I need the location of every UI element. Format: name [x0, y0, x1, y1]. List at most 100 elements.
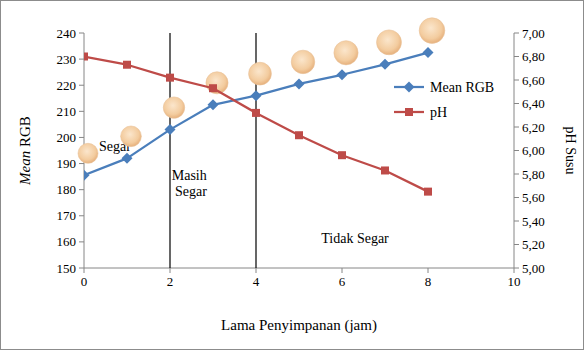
marker-diamond [337, 69, 348, 80]
milk-sample-photo [334, 41, 358, 65]
x-tick [170, 268, 171, 273]
chart-frame [1, 1, 584, 350]
y2-tick [514, 268, 519, 269]
marker-diamond [208, 99, 219, 110]
series-line [84, 53, 428, 176]
marker-square [166, 74, 174, 82]
y2-tick [514, 33, 519, 34]
x-axis-line [84, 268, 514, 269]
legend-label: Mean RGB [430, 80, 494, 95]
y-tick-label: 240 [57, 26, 77, 41]
y-tick-label: 230 [57, 52, 77, 67]
marker-diamond [380, 59, 391, 70]
zone-annotation: Tidak Segar [321, 231, 389, 246]
y-tick-label: 150 [57, 261, 77, 276]
y-tick [79, 268, 84, 269]
marker-square [424, 188, 432, 196]
y2-tick [514, 103, 519, 104]
y2-tick [514, 127, 519, 128]
series-line [84, 57, 428, 192]
milk-sample-photo [291, 50, 315, 74]
chart: 1501601701801902002102202302405,005,205,… [0, 0, 584, 350]
y2-tick-label: 5,60 [522, 190, 545, 205]
x-axis-title: Lama Penyimpanan (jam) [221, 317, 377, 334]
marker-diamond [122, 153, 133, 164]
y-tick [79, 163, 84, 164]
y2-tick-label: 6,80 [522, 49, 545, 64]
x-tick [428, 268, 429, 273]
y-tick-label: 190 [57, 156, 77, 171]
y2-tick [514, 197, 519, 198]
separator-line [169, 33, 170, 268]
milk-sample-photo [121, 126, 142, 147]
y2-tick-label: 6,40 [522, 96, 545, 111]
marker-diamond [251, 90, 262, 101]
marker-square [84, 53, 88, 61]
y-tick [79, 137, 84, 138]
x-tick-label: 6 [339, 274, 346, 289]
y-tick [79, 241, 84, 242]
x-tick [514, 268, 515, 273]
marker-diamond [404, 82, 415, 93]
marker-diamond [84, 170, 90, 181]
marker-diamond [423, 47, 434, 58]
y2-tick-label: 6,20 [522, 120, 545, 135]
x-tick-label: 4 [253, 274, 260, 289]
y2-tick-label: 5,40 [522, 214, 545, 229]
y-tick-label: 220 [57, 78, 77, 93]
milk-sample-photo [249, 62, 272, 85]
y-tick-label: 160 [57, 234, 77, 249]
milk-sample-photo [377, 30, 402, 55]
y-axis-title-part: RGB [17, 116, 33, 151]
y-tick [79, 215, 84, 216]
marker-square [209, 84, 217, 92]
y-tick-label: 170 [57, 208, 77, 223]
y-tick-label: 180 [57, 182, 77, 197]
marker-square [338, 151, 346, 159]
series-group [84, 47, 434, 196]
y2-tick-label: 5,00 [522, 261, 545, 276]
y-tick [79, 85, 84, 86]
y2-tick-label: 6,00 [522, 143, 545, 158]
y2-tick-label: 5,80 [522, 167, 545, 182]
x-tick-label: 0 [81, 274, 88, 289]
x-tick [342, 268, 343, 273]
milk-sample-photo [163, 97, 184, 118]
y2-tick [514, 244, 519, 245]
y-axis-title: Mean RGB [17, 116, 33, 186]
marker-square [381, 166, 389, 174]
milk-sample-photo [419, 18, 445, 44]
y2-tick-label: 6,60 [522, 73, 545, 88]
annotation-line: Segar [175, 184, 207, 199]
y2-tick [514, 56, 519, 57]
marker-square [123, 61, 131, 69]
marker-diamond [294, 78, 305, 89]
legend-label: pH [430, 105, 447, 120]
y2-tick-label: 5,20 [522, 237, 545, 252]
marker-square [252, 109, 260, 117]
marker-square [405, 108, 413, 116]
y-axis-title-part: Mean [17, 151, 33, 186]
y2-axis-title: pH Susu [563, 127, 578, 175]
y2-tick [514, 174, 519, 175]
y-tick [79, 59, 84, 60]
x-tick [256, 268, 257, 273]
y2-tick [514, 80, 519, 81]
milk-sample-photo [78, 143, 98, 163]
y2-tick-label: 7,00 [522, 26, 545, 41]
zone-annotation: Masih Segar [172, 168, 211, 199]
y-tick [79, 111, 84, 112]
y-tick [79, 33, 84, 34]
annotation-line: Masih [172, 168, 211, 183]
y2-tick [514, 221, 519, 222]
y2-tick [514, 150, 519, 151]
legend: Mean RGB pH [394, 80, 494, 120]
x-tick-label: 2 [167, 274, 174, 289]
y-tick-label: 210 [57, 104, 77, 119]
y-tick [79, 189, 84, 190]
marker-square [295, 131, 303, 139]
x-tick-label: 8 [425, 274, 432, 289]
marker-diamond [165, 124, 176, 135]
milk-sample-photo [206, 72, 228, 94]
y-tick-label: 200 [57, 130, 77, 145]
